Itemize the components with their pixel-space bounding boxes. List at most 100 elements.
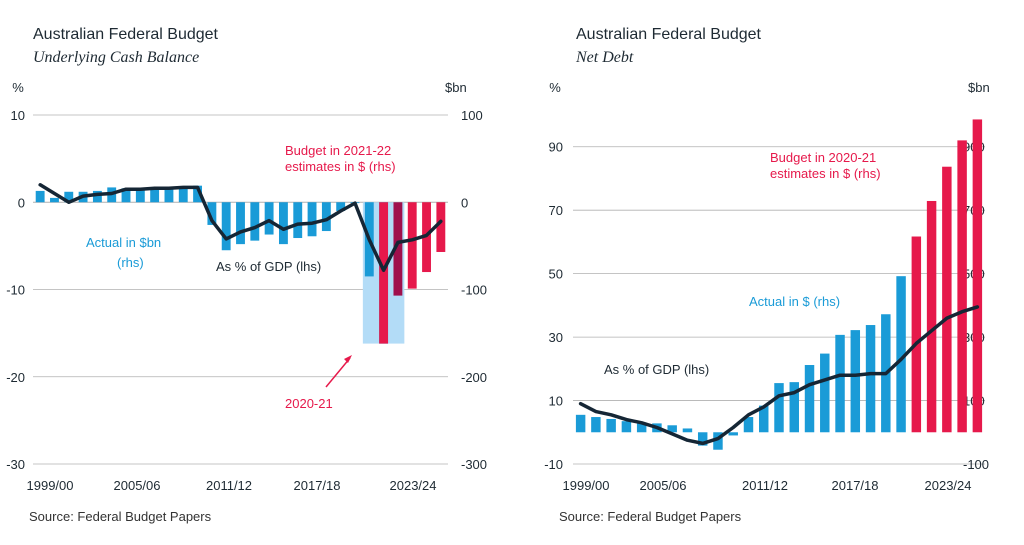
right-tick-label: -100 [963,457,989,472]
left-source-note: Source: Federal Budget Papers [29,509,212,524]
actual-bar [682,428,693,433]
right-tick-label: -200 [461,370,487,385]
actual-bar [207,202,217,225]
left-tick-label: 70 [549,203,563,218]
actual-bar [774,383,784,433]
highlight-arrow [325,357,351,388]
left-tick-label: 90 [549,140,563,155]
actual-bar [321,202,331,232]
actual-bar [636,422,647,433]
x-tick-label: 1999/00 [563,478,610,493]
actual-bar [164,187,174,203]
right-chart-subtitle: Net Debt [576,49,634,66]
actual-bar [697,432,708,446]
actual-bar [135,188,145,203]
budget-bar [379,202,389,344]
left-axis-unit: % [12,80,24,95]
budget-bar [957,140,967,433]
actual-bar [193,185,203,203]
actual-bar [293,202,303,239]
actual-bar [64,191,74,203]
left-tick-label: -10 [6,283,25,298]
actual-bar [50,197,59,203]
budget-bar [972,119,983,433]
actual-bar [713,432,723,450]
left-axis-unit: % [549,80,561,95]
left-tick-label: -10 [544,457,563,472]
actual-annotation-line1: Actual in $bn [86,235,161,250]
left-tick-label: 10 [11,108,25,123]
actual-bar [606,418,616,433]
left-tick-label: 30 [549,330,563,345]
actual-bar [621,421,632,433]
actual-bar [121,188,131,203]
x-tick-label: 2023/24 [925,478,972,493]
right-tick-label: 100 [461,108,483,123]
left-chart-subtitle: Underlying Cash Balance [33,49,200,66]
left-tick-label: -30 [6,457,25,472]
actual-annotation: Actual in $ (rhs) [749,294,840,309]
right-tick-label: -300 [461,457,487,472]
left-tick-label: 0 [18,195,25,210]
gdp-annotation: As % of GDP (lhs) [604,362,709,377]
gdp-line [578,305,980,446]
actual-bar [35,190,45,203]
x-tick-label: 2005/06 [640,478,687,493]
gdp-annotation: As % of GDP (lhs) [216,259,321,274]
right-source-note: Source: Federal Budget Papers [559,509,742,524]
budget-bar [942,166,952,433]
actual-bar [236,202,245,245]
right-tick-label: -100 [461,283,487,298]
x-tick-label: 1999/00 [27,478,74,493]
budget-bar [926,200,937,433]
right-tick-label: 0 [461,195,468,210]
right-chart-title: Australian Federal Budget [576,26,761,43]
x-tick-label: 2005/06 [114,478,161,493]
actual-annotation-line2: (rhs) [117,255,144,270]
actual-bar [835,334,845,433]
x-tick-label: 2017/18 [294,478,341,493]
budget-annotation-line2: estimates in $ (rhs) [770,166,881,181]
left-tick-label: 50 [549,267,563,282]
actual-bar [178,186,188,203]
actual-bar [743,417,754,433]
right-axis-unit: $bn [445,80,467,95]
actual-bar [728,432,738,436]
actual-bar [759,405,769,433]
actual-bar [150,187,160,203]
actual-bar [896,276,906,433]
actual-bar [250,202,260,241]
right-axis-unit: $bn [968,80,990,95]
actual-bar [865,325,876,433]
left-tick-label: 10 [549,394,563,409]
actual-bar [820,353,830,433]
budget-bar [436,202,446,252]
actual-bar [591,417,601,433]
actual-bar [575,414,586,433]
budget-bar [407,202,417,289]
budget-annotation-line1: Budget in 2020-21 [770,150,876,165]
actual-bar [221,202,231,251]
actual-bar [789,382,799,433]
actual-bar [264,202,274,235]
actual-bar [307,202,317,237]
actual-bar [92,190,102,203]
actual-bar [804,365,815,433]
budget-bar [393,202,403,296]
highlight-arrowhead [344,355,352,363]
actual-bar [850,330,861,433]
left-tick-label: -20 [6,370,25,385]
actual-bar [336,202,346,211]
actual-bar [278,202,288,245]
x-tick-label: 2011/12 [206,478,252,493]
left-chart-title: Australian Federal Budget [33,26,218,43]
x-tick-label: 2017/18 [832,478,879,493]
x-tick-label: 2023/24 [390,478,437,493]
gdp-line [38,183,443,273]
x-tick-label: 2011/12 [742,478,788,493]
highlight-annotation: 2020-21 [285,396,333,411]
actual-bar [667,425,677,433]
budget-annotation-line1: Budget in 2021-22 [285,143,391,158]
budget-bar [911,236,922,433]
